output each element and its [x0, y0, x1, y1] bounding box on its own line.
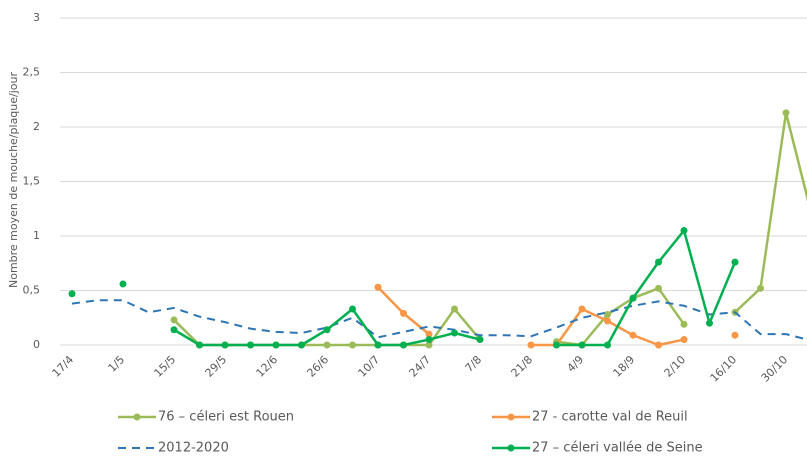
x-tick-label: 7/8 — [463, 353, 485, 375]
legend-label: 27 - carotte val de Reuil — [532, 410, 688, 425]
data-point — [272, 341, 280, 349]
x-tick-label: 15/5 — [152, 353, 179, 380]
data-point — [655, 258, 662, 266]
data-point — [655, 284, 662, 292]
data-point — [629, 294, 637, 302]
data-point — [527, 341, 535, 349]
data-point — [731, 258, 739, 266]
y-tick-label: 2,5 — [23, 66, 41, 79]
x-tick-label: 12/6 — [254, 353, 281, 380]
data-point — [119, 280, 127, 288]
legend-marker — [507, 413, 515, 421]
data-point — [451, 305, 458, 313]
data-point — [782, 109, 790, 117]
data-point — [425, 341, 433, 349]
x-tick-label: 24/7 — [407, 353, 434, 380]
data-point — [68, 290, 76, 298]
legend-label: 76 – céleri est Rouen — [158, 410, 294, 425]
data-point — [553, 341, 560, 349]
data-point — [578, 305, 586, 313]
data-point — [349, 305, 356, 313]
y-tick-label: 2 — [33, 120, 40, 133]
data-point — [757, 284, 764, 292]
data-point — [655, 341, 662, 349]
data-point — [425, 336, 433, 344]
data-point — [476, 336, 484, 344]
data-point — [604, 317, 611, 325]
legend-marker — [507, 444, 515, 452]
data-point — [349, 341, 356, 349]
data-point — [604, 310, 611, 318]
data-point — [680, 227, 688, 235]
series-line — [173, 229, 737, 347]
x-tick-label: 10/7 — [356, 353, 383, 380]
y-tick-label: 3 — [33, 11, 40, 24]
y-tick-label: 0 — [33, 338, 40, 351]
y-tick-label: 1 — [33, 229, 40, 242]
data-point — [680, 336, 688, 344]
series-line — [173, 111, 807, 347]
data-point — [629, 331, 637, 339]
data-point — [706, 319, 713, 327]
data-point — [196, 341, 203, 349]
data-point — [451, 329, 458, 337]
x-tick-label: 2/10 — [662, 353, 689, 380]
legend-label: 2012-2020 — [158, 441, 229, 456]
data-point — [221, 341, 229, 349]
y-tick-label: 1,5 — [23, 175, 41, 188]
x-tick-label: 29/5 — [203, 353, 230, 380]
x-tick-label: 4/9 — [565, 353, 587, 375]
x-tick-label: 17/4 — [50, 353, 77, 380]
data-point — [323, 341, 331, 349]
data-point — [247, 341, 254, 349]
data-point — [170, 326, 178, 334]
data-point — [731, 331, 739, 339]
x-tick-label: 30/10 — [759, 353, 791, 385]
legend-label: 27 – céleri vallée de Seine — [532, 441, 703, 456]
data-point — [298, 341, 305, 349]
x-tick-label: 21/8 — [509, 353, 536, 380]
data-point — [425, 330, 433, 338]
data-point — [323, 326, 331, 334]
x-tick-label: 26/6 — [305, 353, 332, 380]
x-tick-label: 16/10 — [708, 353, 740, 385]
x-tick-label: 18/9 — [611, 353, 638, 380]
data-point — [400, 309, 407, 317]
y-axis-label: Nombre moyen de mouche/plaque/jour — [7, 72, 20, 289]
data-point — [374, 283, 382, 291]
data-point — [170, 316, 178, 324]
data-point — [604, 341, 611, 349]
y-tick-label: 0,5 — [23, 284, 41, 297]
data-point — [400, 341, 407, 349]
legend-marker — [133, 413, 141, 421]
data-point — [680, 320, 688, 328]
data-point — [374, 341, 382, 349]
x-tick-label: 1/5 — [106, 353, 128, 375]
series-line — [71, 299, 807, 341]
data-point — [578, 341, 586, 349]
